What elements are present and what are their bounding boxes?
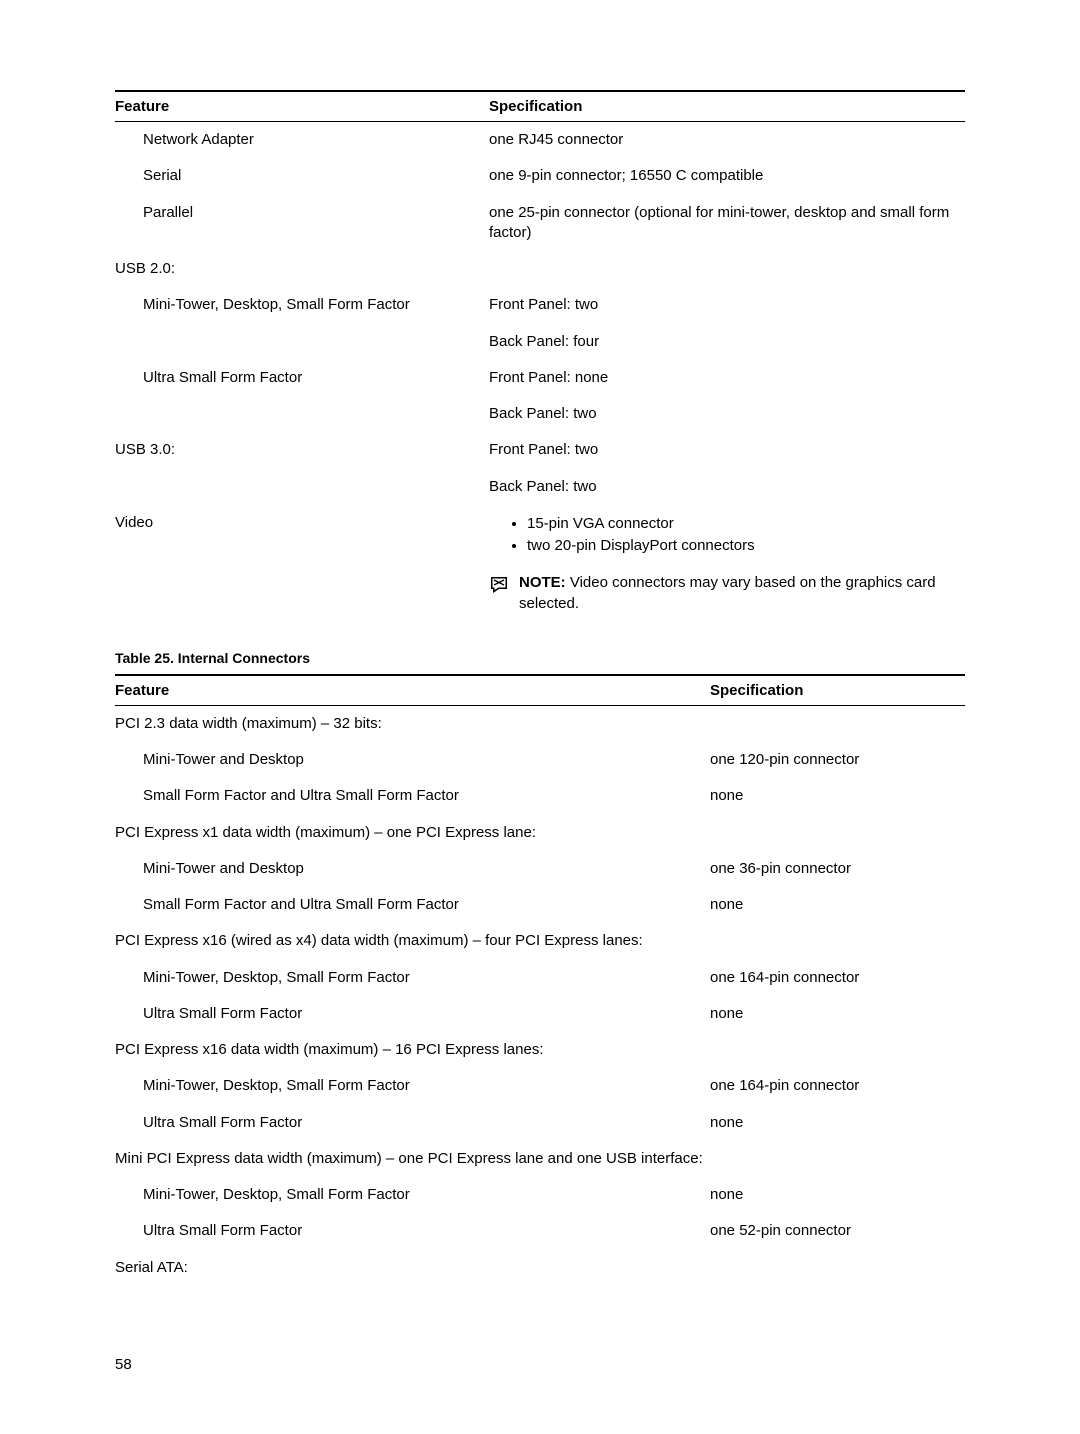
t1-header-spec: Specification [489,91,965,122]
table-cell-spec [710,1141,965,1177]
table-cell-feature: Mini-Tower and Desktop [115,742,710,778]
document-page: Feature Specification Network Adapterone… [0,0,1080,1433]
table-cell-spec: Front Panel: none [489,360,965,396]
table-cell-spec: Front Panel: two [489,432,965,468]
table-cell-spec: Back Panel: four [489,324,965,360]
table-cell-feature: Ultra Small Form Factor [115,1105,710,1141]
t2-header-feature: Feature [115,675,710,706]
table-cell-feature: Small Form Factor and Ultra Small Form F… [115,887,710,923]
table-cell-feature: Network Adapter [115,122,489,159]
table-cell-feature [115,469,489,505]
table-cell-spec [710,1032,965,1068]
table-cell-spec [710,1250,965,1286]
table-cell-feature: PCI Express x16 (wired as x4) data width… [115,923,710,959]
table-cell-spec: one 164-pin connector [710,960,965,996]
table-cell-spec: one 36-pin connector [710,851,965,887]
t2-header-spec: Specification [710,675,965,706]
table2-caption: Table 25. Internal Connectors [115,650,965,666]
t2-body: PCI 2.3 data width (maximum) – 32 bits:M… [115,705,965,1286]
note-text: NOTE: Video connectors may vary based on… [519,573,961,614]
table-cell-feature: Ultra Small Form Factor [115,996,710,1032]
table-cell-spec: none [710,1105,965,1141]
table-cell-feature: PCI Express x16 data width (maximum) – 1… [115,1032,710,1068]
table-cell-feature: Mini-Tower, Desktop, Small Form Factor [115,1177,710,1213]
table-cell-spec: none [710,1177,965,1213]
table-cell-spec [489,251,965,287]
note-icon [489,575,509,595]
table-cell-feature: Mini-Tower, Desktop, Small Form Factor [115,1068,710,1104]
table-cell-feature: Mini-Tower, Desktop, Small Form Factor [115,960,710,996]
table-cell-feature [115,565,489,622]
video-bullet-list: 15-pin VGA connectortwo 20-pin DisplayPo… [489,513,961,558]
table-cell-spec: Front Panel: two [489,287,965,323]
table-cell-spec: none [710,887,965,923]
table-cell-feature: Small Form Factor and Ultra Small Form F… [115,778,710,814]
t1-body: Network Adapterone RJ45 connectorSerialo… [115,122,965,622]
table-cell-spec: 15-pin VGA connectortwo 20-pin DisplayPo… [489,505,965,566]
video-bullet-item: two 20-pin DisplayPort connectors [527,535,961,557]
note-cell: NOTE: Video connectors may vary based on… [489,565,965,622]
table-cell-feature: Serial [115,158,489,194]
table-cell-feature: Video [115,505,489,566]
page-number: 58 [115,1356,965,1373]
external-connectors-table: Feature Specification Network Adapterone… [115,90,965,622]
table-cell-spec: one 120-pin connector [710,742,965,778]
table-cell-spec [710,815,965,851]
table-cell-spec [710,923,965,959]
table-cell-feature: Ultra Small Form Factor [115,1213,710,1249]
table-cell-feature: Serial ATA: [115,1250,710,1286]
table-cell-feature: PCI Express x1 data width (maximum) – on… [115,815,710,851]
table-cell-feature: USB 3.0: [115,432,489,468]
table-cell-spec: one 25-pin connector (optional for mini-… [489,195,965,252]
table-cell-feature: Mini-Tower and Desktop [115,851,710,887]
table-cell-spec: Back Panel: two [489,469,965,505]
internal-connectors-table: Feature Specification PCI 2.3 data width… [115,674,965,1286]
table-cell-feature: Ultra Small Form Factor [115,360,489,396]
table-cell-spec: none [710,778,965,814]
table-cell-spec: one 9-pin connector; 16550 C compatible [489,158,965,194]
table-cell-feature: Parallel [115,195,489,252]
table-cell-spec: one 164-pin connector [710,1068,965,1104]
table-cell-spec: one RJ45 connector [489,122,965,159]
table-cell-spec: one 52-pin connector [710,1213,965,1249]
t1-header-feature: Feature [115,91,489,122]
table-cell-spec: none [710,996,965,1032]
table-cell-feature [115,396,489,432]
table-cell-feature: PCI 2.3 data width (maximum) – 32 bits: [115,705,710,742]
table-cell-feature: Mini PCI Express data width (maximum) – … [115,1141,710,1177]
table-cell-feature [115,324,489,360]
table-cell-feature: Mini-Tower, Desktop, Small Form Factor [115,287,489,323]
table-cell-feature: USB 2.0: [115,251,489,287]
table-cell-spec [710,705,965,742]
video-bullet-item: 15-pin VGA connector [527,513,961,535]
table-cell-spec: Back Panel: two [489,396,965,432]
